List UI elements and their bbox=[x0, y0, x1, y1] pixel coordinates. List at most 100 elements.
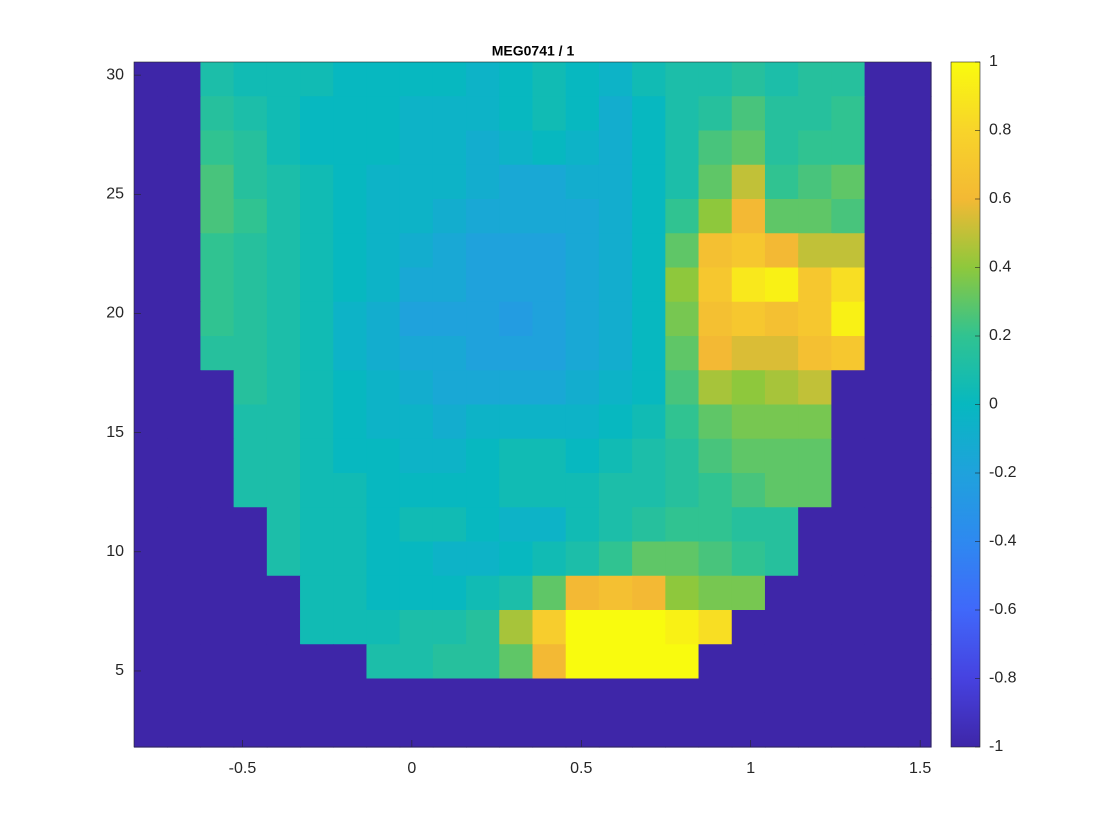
heatmap-cell bbox=[134, 404, 168, 440]
x-tick-label: 1 bbox=[746, 760, 755, 777]
heatmap-cell bbox=[632, 199, 666, 234]
heatmap-cell bbox=[764, 438, 799, 474]
heatmap-cell bbox=[233, 233, 268, 269]
heatmap-cell bbox=[565, 610, 600, 645]
heatmap-cell bbox=[300, 575, 334, 611]
heatmap-cell bbox=[300, 336, 334, 371]
heatmap-cell bbox=[764, 678, 799, 714]
heatmap-cell bbox=[698, 370, 733, 406]
heatmap-cell bbox=[731, 96, 766, 132]
heatmap-cell bbox=[366, 404, 401, 440]
heatmap-cell bbox=[698, 712, 733, 748]
heatmap-cell bbox=[698, 541, 733, 577]
heatmap-cell bbox=[764, 507, 799, 543]
heatmap-cell bbox=[366, 164, 401, 200]
heatmap-cell bbox=[665, 575, 700, 611]
heatmap-cell bbox=[897, 301, 932, 337]
heatmap-cell bbox=[499, 301, 534, 337]
heatmap-cell bbox=[665, 301, 700, 337]
heatmap-cell bbox=[598, 233, 633, 269]
heatmap-cell bbox=[831, 507, 866, 543]
heatmap-cell bbox=[499, 473, 534, 508]
heatmap-cell bbox=[598, 336, 633, 371]
heatmap-cell bbox=[200, 267, 235, 303]
heatmap-cell bbox=[333, 678, 368, 714]
heatmap-cell bbox=[300, 199, 334, 234]
heatmap-cell bbox=[731, 644, 766, 680]
colorbar-tick-label: -0.2 bbox=[989, 464, 1017, 481]
heatmap-cell bbox=[300, 712, 334, 748]
heatmap-cell bbox=[698, 678, 733, 714]
heatmap-cell bbox=[897, 575, 932, 611]
heatmap-cell bbox=[200, 678, 235, 714]
heatmap-cell bbox=[399, 473, 434, 508]
heatmap-cell bbox=[200, 336, 235, 371]
heatmap-cell bbox=[233, 370, 268, 406]
heatmap-cell bbox=[432, 644, 467, 680]
heatmap-cell bbox=[798, 336, 832, 371]
heatmap-cell bbox=[499, 438, 534, 474]
heatmap-cell bbox=[831, 438, 866, 474]
heatmap-cell bbox=[233, 404, 268, 440]
heatmap-cell bbox=[665, 267, 700, 303]
heatmap-cell bbox=[598, 267, 633, 303]
heatmap-cell bbox=[499, 199, 534, 234]
heatmap-cell bbox=[399, 130, 434, 166]
heatmap-cell bbox=[266, 301, 301, 337]
heatmap-cell bbox=[200, 610, 235, 645]
heatmap-cell bbox=[897, 336, 932, 371]
heatmap-cell bbox=[466, 336, 500, 371]
heatmap-cell bbox=[366, 644, 401, 680]
heatmap-cell bbox=[499, 541, 534, 577]
y-tick-label: 10 bbox=[106, 543, 124, 560]
heatmap-cell bbox=[399, 301, 434, 337]
heatmap-cell bbox=[432, 507, 467, 543]
heatmap-cell bbox=[167, 233, 202, 269]
heatmap-cell bbox=[598, 404, 633, 440]
heatmap-cell bbox=[233, 438, 268, 474]
heatmap-cell bbox=[764, 610, 799, 645]
heatmap-cell bbox=[731, 301, 766, 337]
heatmap-cell bbox=[897, 233, 932, 269]
heatmap-cell bbox=[200, 130, 235, 166]
heatmap-cell bbox=[897, 164, 932, 200]
heatmap-cell bbox=[466, 233, 500, 269]
heatmap-cell bbox=[167, 164, 202, 200]
heatmap-cell bbox=[300, 404, 334, 440]
heatmap-cell bbox=[897, 96, 932, 132]
heatmap-cell bbox=[167, 712, 202, 748]
heatmap-cell bbox=[731, 404, 766, 440]
heatmap-cell bbox=[864, 370, 899, 406]
y-tick-label: 25 bbox=[106, 185, 124, 202]
heatmap-cell bbox=[466, 507, 500, 543]
heatmap-cell bbox=[499, 644, 534, 680]
heatmap-cell bbox=[532, 267, 567, 303]
heatmap-cell bbox=[333, 644, 368, 680]
heatmap-cell bbox=[200, 62, 235, 97]
heatmap-cell bbox=[200, 712, 235, 748]
heatmap-cell bbox=[266, 233, 301, 269]
heatmap-cell bbox=[300, 541, 334, 577]
heatmap-cell bbox=[200, 644, 235, 680]
heatmap-cell bbox=[764, 130, 799, 166]
heatmap-cell bbox=[698, 267, 733, 303]
heatmap-cell bbox=[300, 610, 334, 645]
heatmap-cell bbox=[134, 712, 168, 748]
heatmap-cell bbox=[665, 610, 700, 645]
heatmap-cell bbox=[366, 199, 401, 234]
heatmap-cell bbox=[565, 164, 600, 200]
heatmap-cell bbox=[499, 507, 534, 543]
heatmap-cell bbox=[200, 541, 235, 577]
heatmap-cell bbox=[864, 541, 899, 577]
heatmap-cell bbox=[432, 164, 467, 200]
heatmap-cell bbox=[632, 404, 666, 440]
heatmap-cell bbox=[399, 164, 434, 200]
heatmap-cell bbox=[300, 507, 334, 543]
heatmap-cell bbox=[698, 130, 733, 166]
heatmap-cell bbox=[134, 507, 168, 543]
heatmap-cell bbox=[764, 199, 799, 234]
heatmap-cell bbox=[333, 438, 368, 474]
heatmap-cell bbox=[831, 541, 866, 577]
heatmap-cell bbox=[897, 712, 932, 748]
heatmap-cell bbox=[134, 336, 168, 371]
